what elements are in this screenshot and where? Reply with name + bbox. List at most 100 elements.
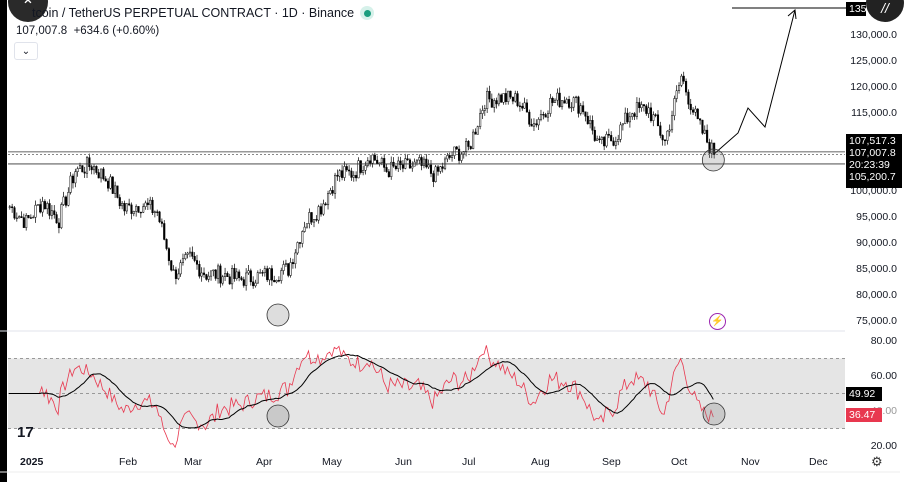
candle-body bbox=[418, 157, 421, 161]
candle-body bbox=[497, 94, 500, 105]
candle-body bbox=[458, 148, 461, 161]
candle-body bbox=[184, 254, 187, 260]
price-tags: 107,517.3 107,007.8 20:23:39 105,200.7 bbox=[846, 134, 902, 188]
candle-body bbox=[160, 221, 163, 224]
candle-body bbox=[50, 210, 53, 216]
candle-body bbox=[680, 75, 683, 86]
candle-body bbox=[15, 217, 18, 219]
price-tick: 90,000.0 bbox=[856, 237, 897, 249]
legend-toggle-button[interactable]: ⌄ bbox=[14, 42, 38, 60]
candle-body bbox=[617, 139, 620, 142]
candle-body bbox=[586, 115, 589, 125]
candle-body bbox=[348, 169, 351, 172]
candle-body bbox=[511, 96, 514, 102]
candle-body bbox=[146, 202, 149, 205]
candle-body bbox=[317, 206, 320, 221]
candle-body bbox=[387, 171, 390, 177]
candle-body bbox=[474, 131, 477, 135]
candle-body bbox=[624, 112, 627, 124]
candle-body bbox=[245, 272, 248, 286]
candle-body bbox=[29, 217, 32, 219]
tradingview-logo: 17 bbox=[17, 424, 34, 441]
candle-body bbox=[249, 270, 252, 283]
candle-body bbox=[202, 272, 206, 275]
candle-body bbox=[121, 202, 124, 207]
drawing-tool-button[interactable]: // bbox=[866, 0, 904, 22]
candle-body bbox=[528, 111, 531, 125]
candle-body bbox=[357, 160, 360, 179]
candle-body bbox=[301, 231, 304, 244]
candle-body bbox=[429, 164, 433, 174]
candle-body bbox=[631, 113, 634, 118]
price-tick: 120,000.0 bbox=[850, 81, 897, 93]
candle-body bbox=[539, 114, 543, 120]
time-tick: Sep bbox=[602, 456, 621, 468]
candle-body bbox=[525, 102, 528, 113]
candle-body bbox=[41, 201, 44, 213]
lightning-icon[interactable]: ⚡ bbox=[709, 313, 726, 330]
left-edge bbox=[0, 0, 7, 482]
arrow-head-icon bbox=[787, 9, 797, 20]
candle-body bbox=[287, 263, 290, 276]
candle-body bbox=[663, 139, 667, 142]
price-tick: 130,000.0 bbox=[850, 29, 897, 41]
candle-body bbox=[507, 90, 510, 102]
candle-body bbox=[434, 166, 437, 182]
candle-body bbox=[289, 262, 292, 276]
time-tick: Aug bbox=[531, 456, 550, 468]
candle-body bbox=[95, 166, 98, 173]
candle-body bbox=[544, 114, 547, 118]
candle-body bbox=[20, 216, 23, 218]
collapse-up-button[interactable]: ⌃ bbox=[8, 0, 48, 22]
candle-body bbox=[352, 175, 355, 178]
candle-body bbox=[181, 258, 185, 263]
rsi-ma-line bbox=[9, 353, 714, 429]
candle-body bbox=[699, 118, 702, 121]
time-tick: Jun bbox=[395, 456, 412, 468]
candle-body bbox=[483, 108, 486, 111]
candle-body bbox=[537, 118, 540, 126]
candle-body bbox=[170, 260, 173, 271]
candle-body bbox=[144, 202, 147, 207]
candle-body bbox=[228, 276, 231, 285]
candle-body bbox=[240, 277, 243, 280]
candle-body bbox=[341, 170, 344, 178]
candle-body bbox=[685, 81, 688, 93]
candle-body bbox=[217, 265, 220, 279]
market-status-icon bbox=[360, 6, 375, 20]
candle-body bbox=[401, 164, 404, 169]
candle-body bbox=[130, 204, 133, 214]
candle-body bbox=[619, 124, 622, 140]
rsi-ma-tag: 49.92 bbox=[846, 387, 882, 401]
candle-body bbox=[102, 168, 105, 180]
candle-body bbox=[455, 146, 458, 150]
candle-body bbox=[116, 185, 119, 198]
candle-body bbox=[193, 256, 196, 261]
settings-gear-icon[interactable]: ⚙ bbox=[871, 454, 883, 469]
candle-body bbox=[247, 270, 250, 274]
candle-body bbox=[479, 113, 482, 127]
candle-body bbox=[81, 165, 84, 173]
candle-body bbox=[647, 107, 650, 114]
time-tick: Apr bbox=[256, 456, 273, 468]
candle-body bbox=[174, 269, 177, 279]
candle-body bbox=[518, 105, 521, 107]
candle-body bbox=[710, 142, 713, 154]
candle-body bbox=[570, 106, 573, 109]
candle-body bbox=[64, 196, 68, 206]
candle-body bbox=[275, 280, 278, 283]
candle-body bbox=[100, 168, 103, 179]
candle-body bbox=[22, 217, 25, 228]
candle-body bbox=[123, 202, 126, 212]
price-tick: 125,000.0 bbox=[850, 55, 897, 67]
price-tick: 100,000.0 bbox=[850, 185, 897, 197]
highlight-circle bbox=[266, 303, 290, 327]
candle-body bbox=[67, 192, 70, 206]
candle-body bbox=[191, 251, 194, 257]
candle-body bbox=[708, 142, 711, 154]
candle-body bbox=[132, 211, 135, 214]
candle-body bbox=[219, 265, 222, 284]
price-tick: 115,000.0 bbox=[851, 107, 897, 119]
candle-body bbox=[638, 102, 641, 109]
